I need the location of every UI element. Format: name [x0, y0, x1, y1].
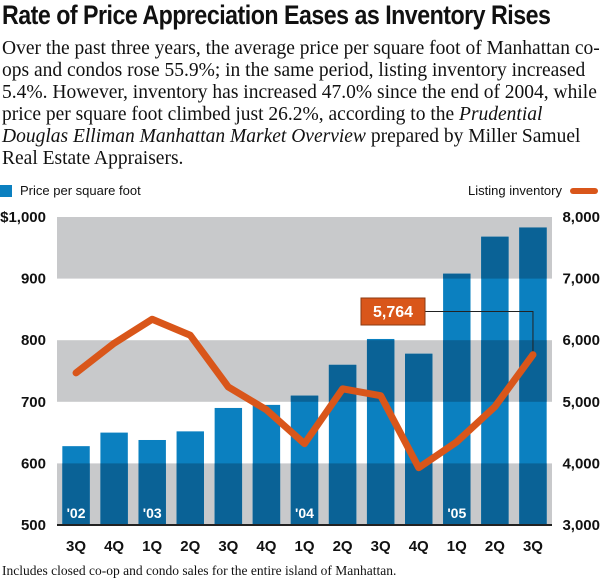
x-axis-labels: 3Q 4Q 1Q 2Q 3Q 4Q 1Q 2Q 3Q 4Q 1Q 2Q 3Q: [66, 538, 543, 555]
bar-overlay-3-0: [176, 463, 204, 525]
left-tick-label-900: 900: [21, 271, 46, 288]
grid-band-1: [57, 340, 552, 402]
left-axis-labels: 500 600 700 800 900 $1,000: [0, 209, 46, 534]
left-tick-label-700: 700: [21, 394, 46, 411]
year-labels: '02 '03 '04 '05: [67, 505, 467, 521]
x-tick-label-4: 3Q: [218, 538, 238, 555]
x-tick-label-5: 4Q: [256, 538, 276, 555]
x-tick-label-7: 2Q: [333, 538, 353, 555]
footnote: Includes closed co-op and condo sales fo…: [2, 563, 397, 578]
legend-bar-swatch-icon: [0, 184, 12, 197]
legend-inventory-label: Listing inventory: [468, 183, 562, 198]
bar-overlay-12-0: [519, 463, 547, 525]
bar-overlay-0-0: [62, 463, 90, 525]
legend-price-label: Price per square foot: [20, 183, 141, 198]
callout: 5,764: [360, 297, 534, 355]
bar-overlay-9-0: [405, 463, 433, 525]
inventory-line: [72, 315, 537, 472]
x-tick-label-12: 3Q: [523, 538, 543, 555]
right-tick-label-7000: 7,000: [562, 271, 600, 288]
bar-overlay-6-0: [290, 463, 319, 525]
x-tick-label-0: 3Q: [66, 538, 86, 555]
chart-subtitle: Over the past three years, the average p…: [2, 38, 600, 170]
left-tick-label-600: 600: [21, 455, 46, 472]
right-tick-label-6000: 6,000: [562, 332, 600, 349]
callout-leader-line: [425, 311, 534, 355]
bar-overlay-5-0: [252, 463, 281, 525]
callout-box: [360, 297, 426, 326]
right-tick-label-4000: 4,000: [562, 455, 600, 472]
x-tick-label-3: 2Q: [180, 538, 200, 555]
right-tick-label-5000: 5,000: [562, 394, 600, 411]
year-label-05: '05: [447, 505, 466, 521]
x-tick-label-9: 4Q: [409, 538, 429, 555]
bar-overlay-11-0: [481, 463, 509, 525]
year-label-02: '02: [67, 505, 86, 521]
right-tick-label-8000: 8,000: [562, 209, 600, 226]
x-tick-label-11: 2Q: [485, 538, 505, 555]
subtitle-source-italic: Prudential Douglas Elliman Manhattan Mar…: [2, 104, 543, 147]
x-tick-label-6: 1Q: [294, 538, 314, 555]
bar-overlay-7-0: [328, 463, 357, 525]
bar-overlay-1-0: [100, 463, 128, 525]
bar-overlay-10-2: [443, 273, 471, 279]
bar-overlay-10-0: [443, 463, 471, 525]
chart-title: Rate of Price Appreciation Eases as Inve…: [2, 0, 551, 30]
legend-line-swatch-icon: [570, 187, 598, 194]
subtitle-text-2: prepared by Miller Samuel Real Estate Ap…: [2, 126, 581, 169]
left-tick-label-800: 800: [21, 332, 46, 349]
legend-inventory: Listing inventory: [468, 183, 598, 198]
right-axis-labels: 3,000 4,000 5,000 6,000 7,000 8,000: [562, 209, 600, 534]
bar-overlay-9-1: [405, 353, 433, 402]
grid-band-2: [57, 217, 552, 279]
bar-overlay-12-2: [519, 227, 547, 279]
x-tick-label-2: 1Q: [142, 538, 162, 555]
bar-overlay-7-1: [328, 364, 357, 402]
bar-overlay-11-2: [481, 236, 509, 279]
bar-overlay-4-0: [214, 463, 243, 525]
bar-overlay-2-0: [138, 463, 166, 525]
left-tick-label-500: 500: [21, 517, 46, 534]
bars-band-overlay: [62, 227, 547, 525]
x-tick-label-8: 3Q: [371, 538, 391, 555]
bar-overlay-8-0: [366, 463, 395, 525]
year-label-04: '04: [295, 505, 314, 521]
right-tick-label-3000: 3,000: [562, 517, 600, 534]
left-tick-label-1000: $1,000: [0, 209, 46, 226]
subtitle-text-1: Over the past three years, the average p…: [2, 38, 600, 125]
x-tick-label-10: 1Q: [447, 538, 467, 555]
legend-price: Price per square foot: [0, 183, 141, 198]
bar-overlay-10-1: [443, 340, 471, 402]
year-label-03: '03: [143, 505, 162, 521]
callout-value: 5,764: [373, 304, 413, 321]
x-tick-label-1: 4Q: [104, 538, 124, 555]
bar-overlay-6-1: [290, 395, 319, 402]
